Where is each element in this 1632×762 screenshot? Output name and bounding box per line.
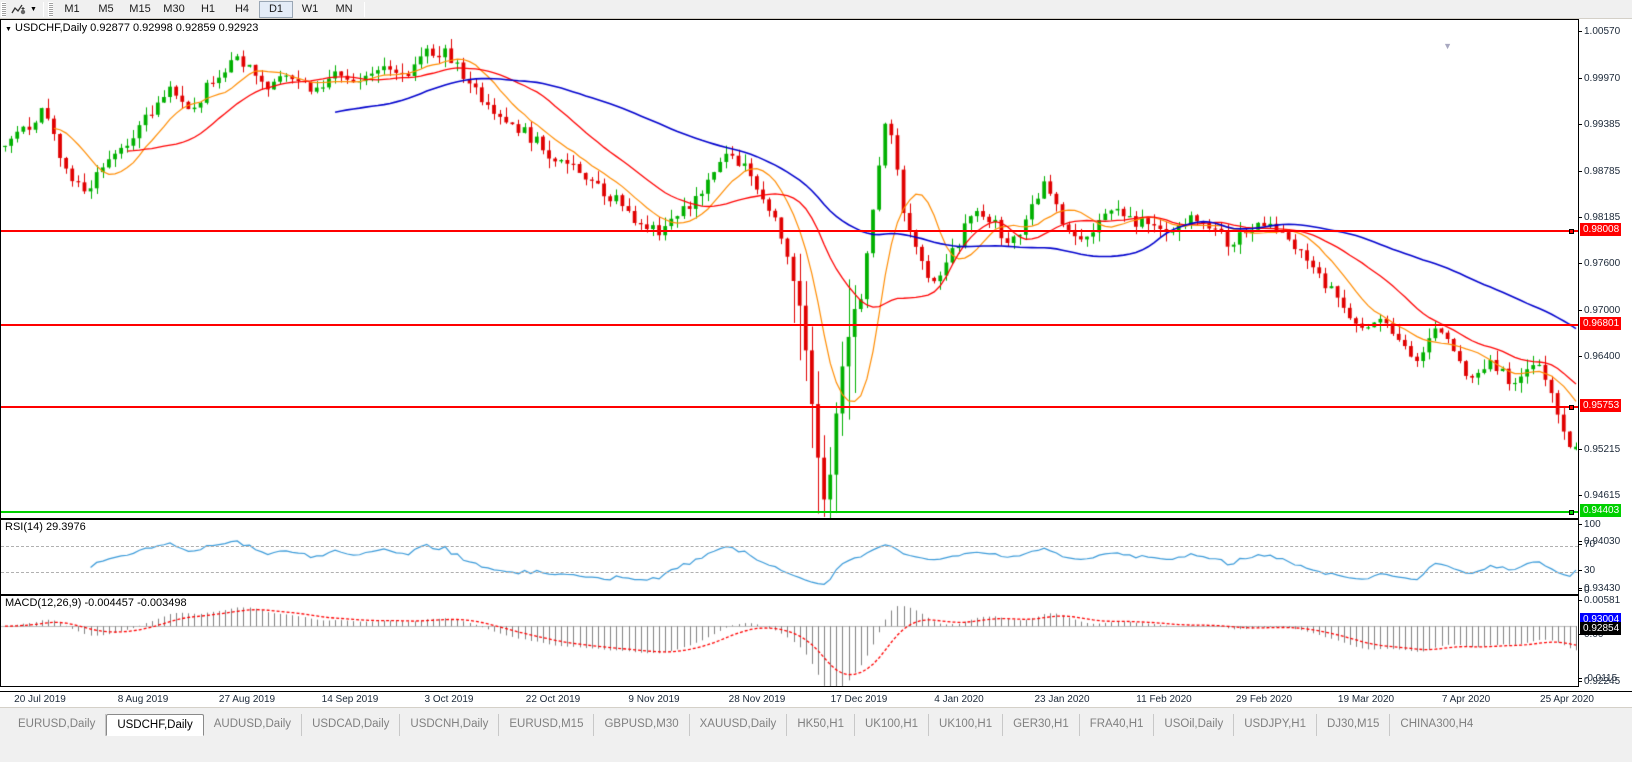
chart-tab-usdjpy-h1[interactable]: USDJPY,H1	[1234, 714, 1317, 736]
price-chart-pane[interactable]: ▼ USDCHF,Daily 0.92877 0.92998 0.92859 0…	[0, 19, 1578, 519]
chart-tab-uk100-h1[interactable]: UK100,H1	[855, 714, 930, 736]
collapse-caret-icon[interactable]: ▼	[1443, 41, 1452, 51]
price-axis[interactable]: 1.00570 0.99970 0.99385 0.98785 0.98185 0.976…	[1578, 19, 1632, 733]
chart-tab-china300-h4[interactable]: CHINA300,H4	[1400, 718, 1474, 730]
chart-tab-gbpusd-m30[interactable]: GBPUSD,M30	[594, 714, 690, 736]
chart-tab-usoil-daily[interactable]: USOil,Daily	[1154, 714, 1235, 736]
macd-tick: -0.0115	[1579, 674, 1617, 684]
price-tick: 0.99970	[1579, 74, 1620, 84]
date-tick: 29 Feb 2020	[1235, 694, 1293, 705]
chart-tab-usdcnh-daily[interactable]: USDCNH,Daily	[400, 714, 500, 736]
level-price-label[interactable]: 0.98008	[1580, 223, 1622, 236]
level-price-label[interactable]: 0.95753	[1580, 399, 1622, 412]
date-tick: 22 Oct 2019	[525, 694, 581, 705]
rsi-level-30	[1, 572, 1578, 573]
date-tick: 28 Nov 2019	[728, 694, 786, 705]
chart-tab-ger30-h1[interactable]: GER30,H1	[1003, 714, 1080, 736]
macd-canvas	[1, 596, 1577, 686]
date-tick: 11 Feb 2020	[1136, 694, 1192, 705]
timeframe-button-w1[interactable]: W1	[301, 3, 319, 15]
level-price-label[interactable]: 0.94403	[1580, 504, 1622, 517]
date-tick: 17 Dec 2019	[830, 694, 888, 705]
date-tick: 23 Jan 2020	[1034, 694, 1090, 705]
price-tick: 0.93430	[1579, 584, 1620, 594]
timeframe-button-d1[interactable]: D1	[259, 0, 293, 18]
chart-tab-dj30-m15[interactable]: DJ30,M15	[1317, 714, 1391, 736]
date-tick: 14 Sep 2019	[321, 694, 379, 705]
rsi-pane-title: RSI(14) 29.3976	[5, 521, 89, 533]
chart-tab-usdchf-daily[interactable]: USDCHF,Daily	[106, 714, 204, 736]
chart-tab-uk100-h1[interactable]: UK100,H1	[929, 714, 1004, 736]
date-tick: 25 Apr 2020	[1540, 694, 1594, 705]
timeframe-button-mn[interactable]: MN	[335, 3, 353, 15]
level-drag-handle[interactable]	[1569, 405, 1574, 410]
date-tick: 3 Oct 2019	[424, 694, 474, 705]
date-tick: 4 Jan 2020	[934, 694, 984, 705]
timeframe-button-m1[interactable]: M1	[64, 3, 80, 15]
rsi-level-70	[1, 546, 1578, 547]
toolbar-divider-2	[364, 1, 365, 17]
rsi-canvas	[1, 520, 1577, 594]
price-tick: 0.94030	[1579, 537, 1620, 547]
date-tick: 20 Jul 2019	[14, 694, 66, 705]
price-tick: 0.99385	[1579, 120, 1620, 130]
rsi-tick: 100	[1579, 520, 1601, 530]
grip-handle-icon-2[interactable]	[48, 1, 53, 17]
chart-tab-xauusd-daily[interactable]: XAUUSD,Daily	[690, 714, 788, 736]
price-tick: 0.98785	[1579, 167, 1620, 177]
level-line-0.96801[interactable]	[1, 324, 1578, 326]
date-tick: 27 Aug 2019	[218, 694, 276, 705]
chart-area: ▼ ▼ USDCHF,Daily 0.92877 0.92998 0.92859…	[0, 19, 1632, 733]
chart-tab-fra40-h1[interactable]: FRA40,H1	[1080, 714, 1155, 736]
timeframe-buttons: M1 M5 M15 M30 H1 H4 D1 W1 MN	[55, 0, 361, 18]
rsi-tick: 0	[1579, 586, 1590, 596]
macd-pane[interactable]: MACD(12,26,9) -0.004457 -0.003498	[0, 595, 1578, 687]
price-tick: 0.92245	[1579, 677, 1620, 687]
timeframe-toolbar: ▼ M1 M5 M15 M30 H1 H4 D1 W1 MN	[0, 0, 1632, 19]
price-tick: 0.97000	[1579, 306, 1620, 316]
rsi-pane[interactable]: RSI(14) 29.3976	[0, 519, 1578, 595]
rsi-tick: 70	[1579, 540, 1595, 550]
chart-tab-eurusd-m15[interactable]: EURUSD,M15	[499, 714, 595, 736]
timeframe-button-h4[interactable]: H4	[234, 3, 250, 15]
chart-tab-bar: EURUSD,Daily USDCHF,Daily AUDUSD,Daily USDC…	[0, 707, 1632, 762]
price-tick: 0.94615	[1579, 491, 1620, 501]
level-line-0.95753[interactable]	[1, 405, 1578, 410]
price-pane-title: USDCHF,Daily 0.92877 0.92998 0.92859 0.9…	[15, 22, 262, 34]
macd-pane-title: MACD(12,26,9) -0.004457 -0.003498	[5, 597, 190, 609]
candlestick-canvas	[1, 20, 1577, 518]
date-tick: 19 Mar 2020	[1337, 694, 1395, 705]
grip-handle-icon[interactable]	[1, 1, 6, 17]
toolbar-divider	[43, 1, 44, 17]
current-price-label: 0.92854	[1580, 622, 1622, 635]
chart-tab-eurusd-daily[interactable]: EURUSD,Daily	[8, 714, 107, 736]
level-price-label[interactable]: 0.96801	[1580, 317, 1622, 330]
price-tick: 0.97600	[1579, 259, 1620, 269]
symbol-caret-icon[interactable]: ▼	[5, 26, 12, 33]
indicators-icon[interactable]	[8, 1, 28, 18]
rsi-tick: 30	[1579, 566, 1595, 576]
level-drag-handle[interactable]	[1569, 229, 1574, 234]
price-tick: 1.00570	[1579, 27, 1620, 37]
timeframe-button-m15[interactable]: M15	[129, 3, 151, 15]
level-drag-handle[interactable]	[1569, 510, 1574, 515]
date-tick: 8 Aug 2019	[117, 694, 169, 705]
level-line-0.94403[interactable]	[1, 510, 1578, 515]
date-axis[interactable]: 20 Jul 2019 8 Aug 2019 27 Aug 2019 14 Sep 2…	[0, 691, 1632, 707]
macd-tick: 0.00581	[1579, 596, 1620, 606]
timeframe-button-m5[interactable]: M5	[98, 3, 114, 15]
chart-tab-hk50-h1[interactable]: HK50,H1	[787, 714, 855, 736]
chart-tab-audusd-daily[interactable]: AUDUSD,Daily	[204, 714, 303, 736]
timeframe-button-m30[interactable]: M30	[163, 3, 185, 15]
price-tick: 0.95215	[1579, 445, 1620, 455]
level-line-0.98008[interactable]	[1, 229, 1578, 234]
chart-tab-usdcad-daily[interactable]: USDCAD,Daily	[302, 714, 401, 736]
date-tick: 7 Apr 2020	[1441, 694, 1491, 705]
price-tick: 0.96400	[1579, 352, 1620, 362]
timeframe-button-h1[interactable]: H1	[200, 3, 216, 15]
price-tick: 0.98185	[1579, 213, 1620, 223]
date-tick: 9 Nov 2019	[628, 694, 680, 705]
chevron-down-icon[interactable]: ▼	[30, 5, 37, 13]
